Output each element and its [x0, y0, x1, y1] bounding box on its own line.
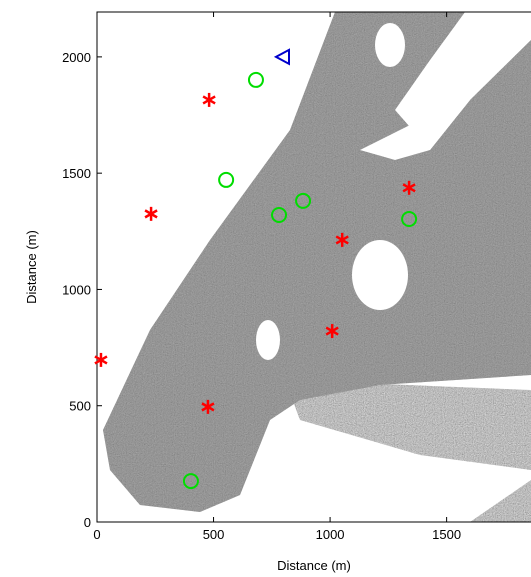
- x-tick-label: 1000: [316, 527, 345, 542]
- x-tick-label: 0: [93, 527, 100, 542]
- circle-marker: [219, 173, 233, 187]
- sonar-image: [103, 12, 531, 522]
- x-tick-label: 1500: [432, 527, 461, 542]
- triangle-marker: [276, 50, 289, 64]
- circle-marker: [249, 73, 263, 87]
- y-axis-label: Distance (m): [24, 230, 39, 304]
- asterisk-marker: [145, 207, 157, 221]
- y-tick-label: 1000: [62, 282, 91, 297]
- x-axis-label: Distance (m): [277, 558, 351, 573]
- x-tick-label: 500: [203, 527, 225, 542]
- y-tick-label: 500: [69, 399, 91, 414]
- chart: Distance (m) Distance (m) 0 500 1000 1500 0 5…: [0, 0, 531, 577]
- asterisk-marker: [203, 93, 215, 107]
- y-tick-label: 1500: [62, 166, 91, 181]
- y-tick-label: 2000: [62, 50, 91, 65]
- y-tick-label: 0: [84, 515, 91, 530]
